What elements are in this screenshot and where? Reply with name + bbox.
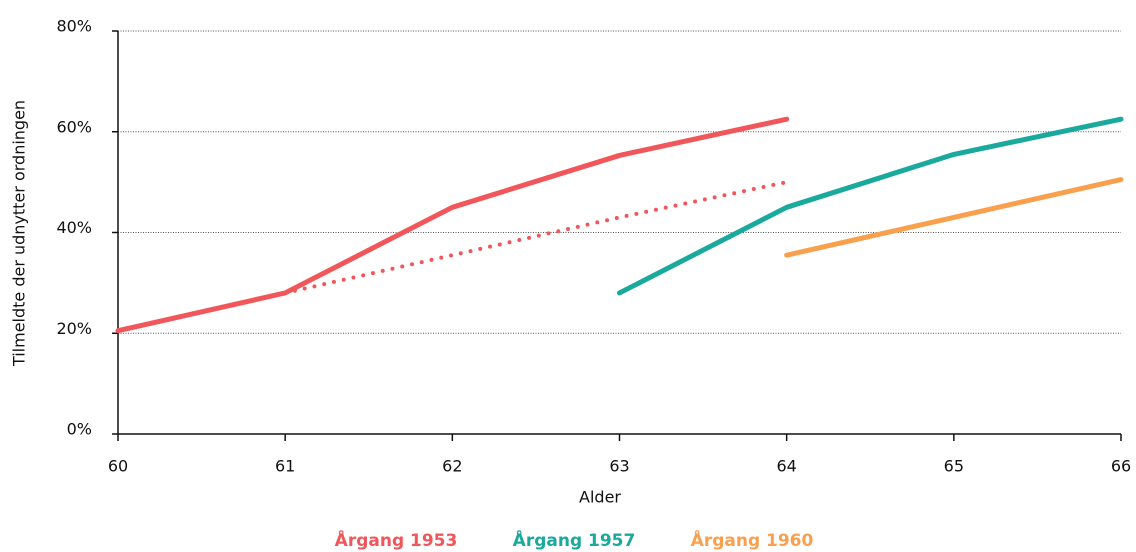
series-line bbox=[784, 177, 1124, 258]
legend-entry: Årgang 1957 bbox=[513, 528, 636, 551]
y-tick-label: 80% bbox=[56, 17, 92, 36]
y-axis-label: Tilmeldte der udnytter ordningen bbox=[10, 100, 29, 367]
x-tick-label: 63 bbox=[609, 457, 629, 476]
y-tick-label: 60% bbox=[56, 117, 92, 136]
x-tick-label: 64 bbox=[776, 457, 796, 476]
x-tick-label: 62 bbox=[442, 457, 462, 476]
series-line bbox=[115, 116, 790, 334]
x-tick-label: 65 bbox=[944, 457, 964, 476]
y-tick-label: 0% bbox=[67, 420, 92, 439]
series-line bbox=[617, 116, 1124, 296]
x-tick-label: 61 bbox=[275, 457, 295, 476]
x-axis-label: Alder bbox=[579, 488, 621, 507]
x-tick-label: 60 bbox=[108, 457, 128, 476]
y-tick-label: 40% bbox=[56, 218, 92, 237]
x-tick-label: 66 bbox=[1111, 457, 1131, 476]
series-line bbox=[283, 180, 789, 295]
legend-entry: Årgang 1953 bbox=[335, 528, 458, 551]
legend-entry: Årgang 1960 bbox=[691, 528, 814, 551]
y-tick-label: 20% bbox=[56, 319, 92, 338]
